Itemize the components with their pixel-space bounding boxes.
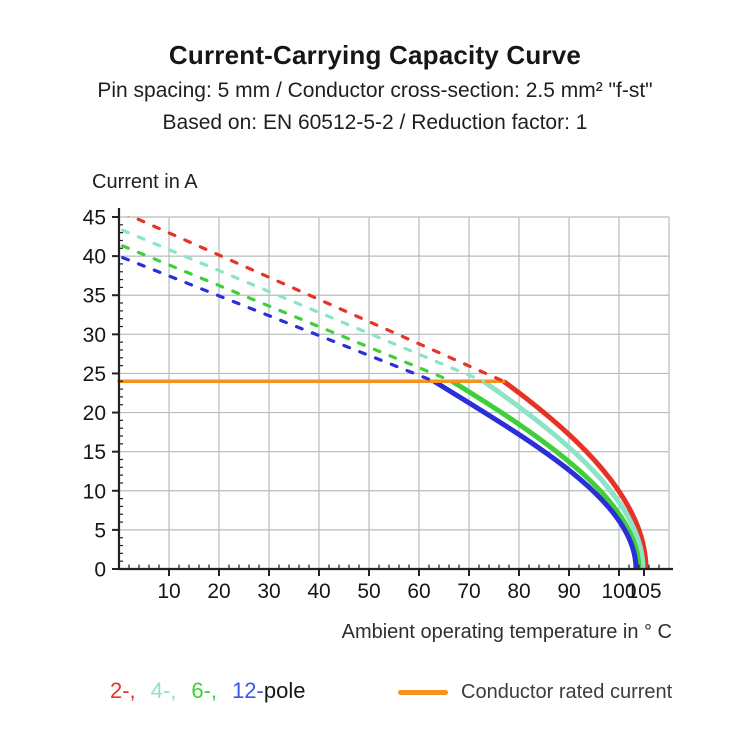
y-tick-label-0: 0	[94, 559, 106, 582]
curve-dashed-2-pole	[126, 216, 506, 383]
legend-token-4: 4-,	[150, 678, 177, 703]
legend-token-6: 6-,	[191, 678, 218, 703]
x-tick-label-40: 40	[307, 580, 330, 603]
x-tick-label-10: 10	[157, 580, 180, 603]
x-tick-label-60: 60	[407, 580, 430, 603]
y-tick-label-40: 40	[83, 246, 106, 269]
x-tick-label-30: 30	[257, 580, 280, 603]
x-tick-label-50: 50	[357, 580, 380, 603]
y-tick-label-25: 25	[83, 363, 106, 386]
rated-current-label: Conductor rated current	[461, 680, 673, 703]
curve-dashed-6-pole	[118, 242, 454, 383]
curve-dashed-12-pole	[118, 254, 436, 383]
curve-dashed-4-pole	[118, 227, 486, 383]
rated-current-legend: Conductor rated current	[398, 678, 672, 706]
y-tick-label-45: 45	[83, 207, 106, 230]
legend-token-12: 12-	[232, 678, 264, 703]
curve-solid-2-pole	[502, 379, 649, 570]
x-tick-label-80: 80	[507, 580, 530, 603]
x-tick-label-105: 105	[626, 580, 661, 603]
x-tick-label-90: 90	[557, 580, 580, 603]
y-tick-label-20: 20	[83, 402, 106, 425]
y-tick-label-35: 35	[83, 285, 106, 308]
y-tick-label-15: 15	[83, 441, 106, 464]
curve-solid-4-pole	[482, 379, 646, 570]
page-title: Current-Carrying Capacity Curve	[168, 40, 582, 70]
y-axis-title: Current in A	[92, 171, 198, 193]
y-tick-label-30: 30	[83, 324, 106, 347]
legend-token-2: 2-,	[110, 678, 136, 703]
x-tick-label-20: 20	[207, 580, 230, 603]
pole-legend: 2-, 4-, 6-, 12- pole	[110, 678, 305, 704]
y-tick-label-10: 10	[83, 480, 106, 503]
chart-subtitle-1: Pin spacing: 5 mm / Conductor cross-sect…	[97, 79, 653, 102]
chart-subtitle-2: Based on: EN 60512-5-2 / Reduction facto…	[162, 111, 588, 134]
y-tick-label-5: 5	[94, 519, 106, 542]
x-tick-label-70: 70	[457, 580, 480, 603]
rated-current-line-swatch	[398, 689, 448, 695]
curve-solid-12-pole	[432, 379, 639, 570]
x-tick-label-100: 100	[601, 580, 636, 603]
x-axis-title: Ambient operating temperature in ° C	[341, 621, 672, 643]
curve-solid-6-pole	[450, 379, 642, 570]
legend-token-pole: pole	[263, 678, 306, 703]
